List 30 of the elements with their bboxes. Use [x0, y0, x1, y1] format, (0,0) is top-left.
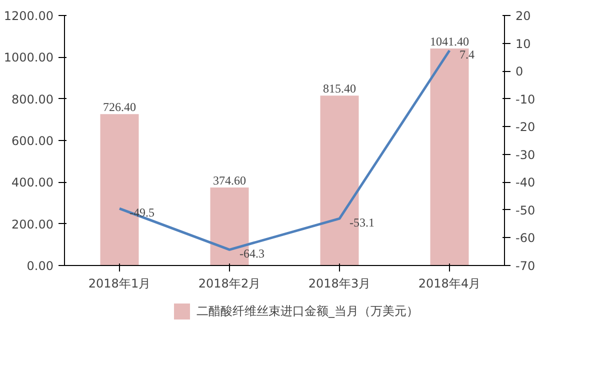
y2-tick-label: -20 — [516, 120, 536, 134]
y2-tick-label: 0 — [516, 64, 524, 79]
y2-tick-label: 10 — [516, 36, 531, 51]
y-tick-label: 400.00 — [12, 176, 54, 190]
data-label: 7.4 — [460, 48, 474, 62]
y-tick-label: 800.00 — [12, 92, 54, 106]
y2-tick-label: -70 — [516, 259, 536, 273]
y2-tick-label: 20 — [516, 9, 531, 23]
data-label: 726.40 — [103, 100, 136, 114]
data-label: -64.3 — [240, 246, 264, 261]
y2-tick-label: -30 — [516, 148, 536, 162]
x-tick-label: 2018年2月 — [198, 276, 261, 290]
x-tick-label: 2018年4月 — [418, 276, 481, 290]
y2-tick-label: -60 — [516, 231, 536, 246]
y-tick-label: 1000.00 — [4, 50, 54, 65]
data-label: 1041.40 — [430, 34, 469, 49]
y2-tick-label: -40 — [516, 176, 536, 190]
data-label: 374.60 — [213, 173, 246, 188]
x-tick-label: 2018年1月 — [88, 276, 151, 290]
y2-tick-label: -10 — [516, 92, 536, 106]
y-tick-label: 600.00 — [12, 134, 54, 148]
y-tick-label: 0.00 — [26, 259, 54, 273]
data-label: -53.1 — [350, 216, 374, 230]
y2-tick-label: -50 — [516, 203, 536, 218]
legend-label: 二醋酸纤维丝束进口金额_当月（万美元） — [196, 302, 418, 320]
y-tick-label: 200.00 — [12, 217, 54, 232]
x-tick-label: 2018年3月 — [308, 276, 371, 290]
data-label: -49.5 — [130, 206, 154, 220]
data-label: 815.40 — [323, 82, 356, 96]
y-tick-label: 1200.00 — [4, 9, 54, 23]
